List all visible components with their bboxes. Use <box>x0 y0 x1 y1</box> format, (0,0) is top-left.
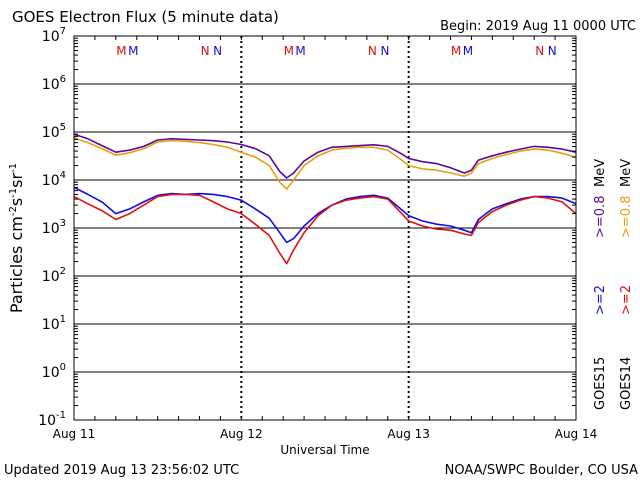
y-tick-label: 103 <box>42 218 66 237</box>
orbit-marker: N <box>213 44 222 58</box>
orbit-marker: M <box>116 44 126 58</box>
legend-goes15-label: GOES15 <box>593 357 608 410</box>
grid-layer <box>74 36 576 420</box>
chart-title: GOES Electron Flux (5 minute data) <box>12 8 279 26</box>
series-line-goes14-2-mev <box>73 193 577 265</box>
orbit-marker: M <box>284 44 294 58</box>
series-line-goes15-0-8-mev <box>73 133 577 179</box>
y-tick-label: 102 <box>42 266 66 285</box>
x-tick-label: Aug 12 <box>220 427 263 441</box>
orbit-marker: N <box>535 44 544 58</box>
plot-frame <box>73 35 577 421</box>
orbit-marker: M <box>295 44 305 58</box>
orbit-marker: N <box>380 44 389 58</box>
orbit-marker: N <box>548 44 557 58</box>
legend-goes14-gt08: >=0.8 <box>619 196 634 238</box>
x-axis-label: Universal Time <box>280 443 369 457</box>
credit: NOAA/SWPC Boulder, CO USA <box>445 463 638 478</box>
y-tick-label: 106 <box>42 74 66 93</box>
legend-goes14-unit: MeV <box>619 159 634 187</box>
legend-goes14: GOES14 >=2 >=0.8 MeV <box>619 159 634 410</box>
legend-goes15-gt2: >=2 <box>593 285 608 315</box>
series-line-goes14-0-8-mev <box>73 137 577 190</box>
legend-goes14-label: GOES14 <box>619 357 634 410</box>
series-layer <box>73 133 577 265</box>
orbit-marker: N <box>368 44 377 58</box>
y-axis-label: Particles cm-2s-1sr-1 <box>7 163 26 313</box>
begin-time: Begin: 2019 Aug 11 0000 UTC <box>440 19 636 34</box>
y-tick-label: 104 <box>42 170 66 189</box>
y-tick-label: 101 <box>42 314 66 333</box>
orbit-marker: M <box>128 44 138 58</box>
x-tick-label: Aug 14 <box>555 427 598 441</box>
orbit-marker: N <box>201 44 210 58</box>
x-tick-label: Aug 13 <box>387 427 430 441</box>
legend-goes15-unit: MeV <box>593 159 608 187</box>
legend-goes14-gt2: >=2 <box>619 285 634 315</box>
orbit-marker: M <box>451 44 461 58</box>
legend-goes15: GOES15 >=2 >=0.8 MeV <box>593 159 608 410</box>
y-tick-label: 10-1 <box>38 410 66 429</box>
orbit-marker: M <box>463 44 473 58</box>
updated-time: Updated 2019 Aug 13 23:56:02 UTC <box>4 463 239 478</box>
x-tick-label: Aug 11 <box>53 427 96 441</box>
y-tick-label: 105 <box>42 122 66 141</box>
legend-goes15-gt08: >=0.8 <box>593 196 608 238</box>
y-tick-label: 100 <box>42 362 66 381</box>
tick-layer: 10-1 100 101 102 103 104 105 106 107 Aug 11 Aug 12… <box>38 26 597 441</box>
y-tick-label: 107 <box>42 26 66 45</box>
series-line-goes15-2-mev <box>73 186 577 244</box>
